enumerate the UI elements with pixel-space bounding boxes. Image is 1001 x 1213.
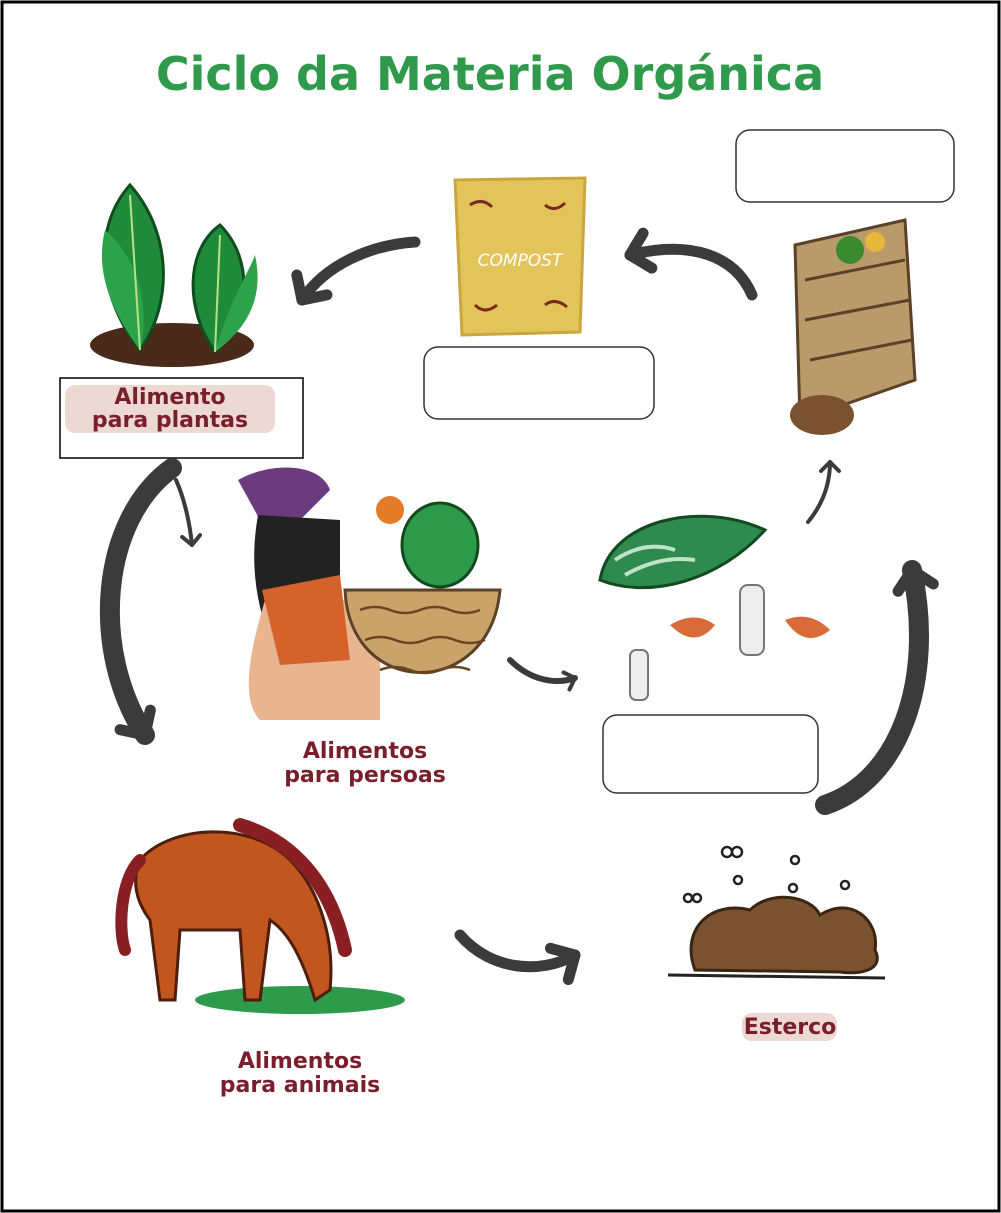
compost-label: COMPOST xyxy=(478,251,564,271)
page: {"title": "Ciclo da Materia Orgánica", "… xyxy=(0,0,1001,1213)
label-line: para persoas xyxy=(284,763,446,788)
label-line: Esterco xyxy=(744,1015,837,1040)
compost-bag: COMPOST xyxy=(455,178,585,335)
title: Ciclo da Materia Orgánica xyxy=(156,47,824,101)
answer-box[interactable] xyxy=(424,347,654,419)
label-line: Alimentos xyxy=(238,1049,362,1074)
label-line: Alimento xyxy=(114,385,225,410)
label-line: para animais xyxy=(220,1073,380,1098)
label-line: Alimentos xyxy=(303,739,427,764)
answer-box[interactable] xyxy=(603,715,818,793)
answer-box[interactable] xyxy=(736,130,954,202)
label-line: para plantas xyxy=(92,408,248,433)
worksheet: Ciclo da Materia Orgánica COMPOST Alimen… xyxy=(0,0,1001,1213)
